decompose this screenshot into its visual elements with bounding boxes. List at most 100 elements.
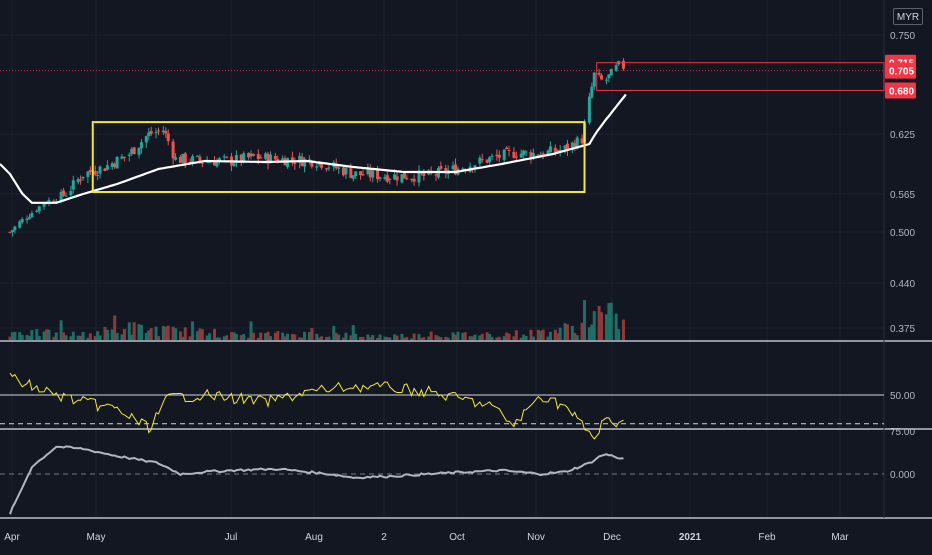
candle-body [395, 176, 399, 181]
volume-bar [558, 327, 562, 340]
volume-bar [286, 333, 290, 340]
candle-body [573, 143, 577, 149]
candle-body [93, 171, 97, 175]
candle-body [130, 148, 134, 155]
candle-body [115, 157, 119, 169]
candle-body [25, 218, 29, 221]
candle-body [208, 162, 212, 164]
price-tick-label: 0.500 [890, 228, 915, 239]
volume-bar [609, 302, 613, 340]
volume-bar [536, 329, 540, 340]
volume-bar [507, 333, 511, 340]
candle-body [597, 72, 601, 75]
candle-body [264, 153, 268, 159]
currency-badge[interactable]: MYR [893, 8, 923, 25]
volume-bar [225, 335, 229, 340]
candle-body [531, 153, 535, 159]
candle-body [18, 221, 22, 228]
volume-bar [490, 337, 494, 340]
candle-body [514, 156, 518, 158]
candle-body [303, 158, 307, 167]
candle-body [256, 153, 260, 159]
volume-bar [590, 324, 594, 340]
candle-body [212, 161, 216, 166]
candle-body [607, 74, 611, 79]
candle-body [251, 153, 255, 156]
candle-body [234, 155, 238, 163]
candle-body [178, 156, 182, 163]
volume-bar [93, 336, 97, 340]
candle-body [171, 141, 175, 159]
volume-bar [436, 336, 440, 340]
volume-bar [451, 332, 455, 340]
volume-bar [222, 336, 226, 340]
volume-bar [529, 329, 533, 340]
volume-bar [103, 326, 107, 340]
volume-bar [583, 300, 587, 340]
price-tick-label: 0.750 [890, 31, 915, 42]
time-tick-label: Jul [225, 532, 238, 543]
volume-bar [76, 335, 80, 340]
candle-body [349, 168, 353, 178]
volume-bar [276, 331, 280, 340]
volume-bar [439, 337, 443, 340]
candle-body [147, 132, 151, 137]
volume-bar [115, 332, 119, 340]
candle-body [35, 210, 39, 212]
volume-bar [42, 331, 46, 340]
volume-bar [324, 337, 328, 340]
volume-bar [349, 335, 353, 340]
candle-body [553, 147, 557, 152]
volume-bar [320, 336, 324, 340]
candle-body [69, 191, 73, 196]
candle-body [497, 154, 501, 158]
candle-body [473, 165, 477, 170]
volume-bar [247, 337, 251, 340]
candle-body [565, 143, 569, 151]
candle-body [461, 168, 465, 170]
volume-bar [10, 332, 14, 340]
volume-bar [344, 332, 348, 340]
candle-body [519, 153, 523, 158]
volume-bar [522, 334, 526, 340]
candle-body [166, 133, 170, 141]
volume-bar [485, 332, 489, 340]
volume-bar [283, 336, 287, 340]
candle-body [259, 157, 263, 159]
volume-bar [171, 326, 175, 340]
candle-body [310, 160, 314, 167]
oscillator-2-line [9, 445, 624, 515]
oscillator-1-line [9, 372, 624, 440]
volume-bar [393, 334, 397, 340]
volume-bar [368, 337, 372, 340]
volume-bar [27, 336, 31, 340]
candle-body [587, 96, 591, 123]
volume-bar [539, 330, 543, 340]
candle-body [444, 168, 448, 174]
candle-body [337, 167, 341, 169]
volume-bar [575, 335, 579, 340]
volume-bar [242, 334, 246, 340]
volume-bar [495, 337, 499, 340]
candle-body [242, 153, 246, 162]
time-tick-label: Apr [4, 532, 20, 543]
time-tick-label: Feb [758, 532, 776, 543]
volume-bar [127, 322, 131, 340]
volume-bar [139, 324, 143, 340]
volume-bar [303, 331, 307, 340]
volume-bar [307, 332, 311, 340]
volume-bar [371, 334, 375, 340]
candle-body [161, 130, 165, 133]
candle-body [412, 178, 416, 182]
volume-bar [429, 331, 433, 340]
volume-bar [463, 332, 467, 340]
candle-body [488, 157, 492, 163]
volume-bar [471, 336, 475, 340]
volume-bar [361, 336, 365, 340]
volume-bar [251, 332, 255, 340]
volume-bar [478, 335, 482, 340]
candle-body [361, 174, 365, 176]
price-tick-label: 0.625 [890, 130, 915, 141]
candle-body [600, 75, 604, 80]
